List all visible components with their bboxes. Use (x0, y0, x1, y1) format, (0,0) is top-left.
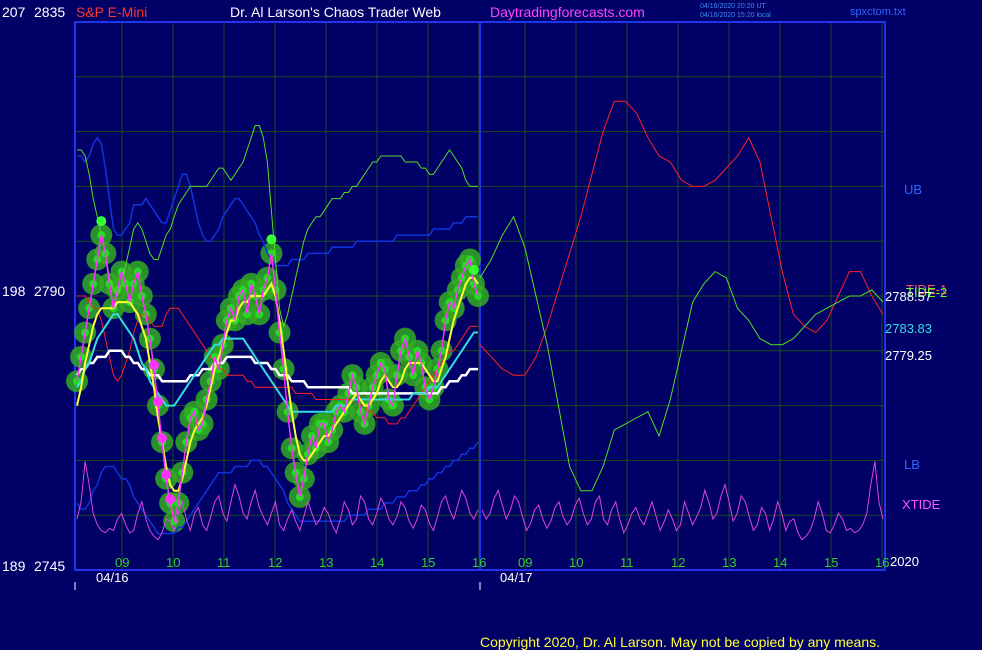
copyright-footer: Copyright 2020, Dr. Al Larson. May not b… (480, 634, 880, 650)
x-hour-tick: 14 (773, 555, 787, 570)
y-tick-right-top: 2835 (34, 4, 65, 20)
timestamp-local: 04/16/2020 15:20 local (700, 12, 771, 19)
x-hour-tick: 10 (166, 555, 180, 570)
price-label-ma1: 2788.57 (885, 289, 932, 304)
tide1-line (77, 125, 478, 329)
price-label-ma3: 2779.25 (885, 348, 932, 363)
x-hour-tick: 12 (268, 555, 282, 570)
data-file-label: spxctom.txt (850, 6, 906, 18)
x-hour-tick: 13 (722, 555, 736, 570)
x-hour-tick: 09 (518, 555, 532, 570)
x-hour-tick: 16 (875, 555, 889, 570)
legend-lb: LB (904, 457, 920, 472)
market-label: S&P E-Mini (76, 4, 147, 20)
y-tick-left-top: 207 (2, 4, 26, 20)
tide2-line (77, 295, 478, 425)
xtide-forecast-line (481, 461, 884, 541)
tide1-forecast-line (479, 215, 884, 492)
x-hour-tick: 16 (472, 555, 486, 570)
legend-tide1: TIDE-1 (906, 282, 947, 297)
slow-ma-line (75, 349, 478, 395)
x-hour-tick: 15 (824, 555, 838, 570)
x-hour-tick: 12 (671, 555, 685, 570)
y-tick-right-bottom: 2745 (34, 558, 65, 574)
page-title: Dr. Al Larson's Chaos Trader Web (230, 4, 441, 20)
date-label-2: 04/17 (500, 570, 533, 585)
low-marker-dot (157, 433, 168, 444)
legend-ub: UB (904, 182, 922, 197)
x-hour-tick: 09 (115, 555, 129, 570)
tide2-forecast-line (479, 100, 884, 376)
x-last-label: 2020 (890, 554, 919, 569)
x-hour-tick: 11 (620, 555, 634, 570)
x-hour-tick: 13 (319, 555, 333, 570)
upper-band-line (77, 136, 478, 267)
timestamp-utc: 04/16/2020 20:20 UT (700, 3, 766, 10)
site-link[interactable]: Daytradingforecasts.com (490, 4, 645, 20)
y-tick-right-mid: 2790 (34, 283, 65, 299)
low-marker-dot (148, 360, 159, 371)
peak-marker-dot (96, 216, 107, 227)
date-label-1: 04/16 (96, 570, 129, 585)
price-label-ma2: 2783.83 (885, 321, 932, 336)
peak-marker-dot (266, 234, 277, 245)
mid-ma-line (76, 313, 478, 413)
price-line (76, 234, 479, 522)
x-axis-labels: 09 10 11 12 13 14 15 16 09 10 11 12 13 14 15 16 (115, 555, 889, 570)
x-hour-tick: 14 (370, 555, 384, 570)
low-marker-dot (161, 469, 172, 480)
peak-marker-dot (468, 264, 479, 275)
x-hour-tick: 10 (569, 555, 583, 570)
x-hour-tick: 15 (421, 555, 435, 570)
y-tick-left-mid: 198 (2, 283, 26, 299)
xtide-line (76, 461, 479, 541)
y-tick-left-bottom: 189 (2, 558, 26, 574)
chart-series (66, 100, 884, 541)
low-marker-dot (165, 494, 176, 505)
x-hour-tick: 11 (217, 555, 231, 570)
legend-tide2: TIDE-2 (906, 285, 947, 300)
low-marker-dot (153, 396, 164, 407)
legend-xtide: XTIDE (902, 497, 941, 512)
